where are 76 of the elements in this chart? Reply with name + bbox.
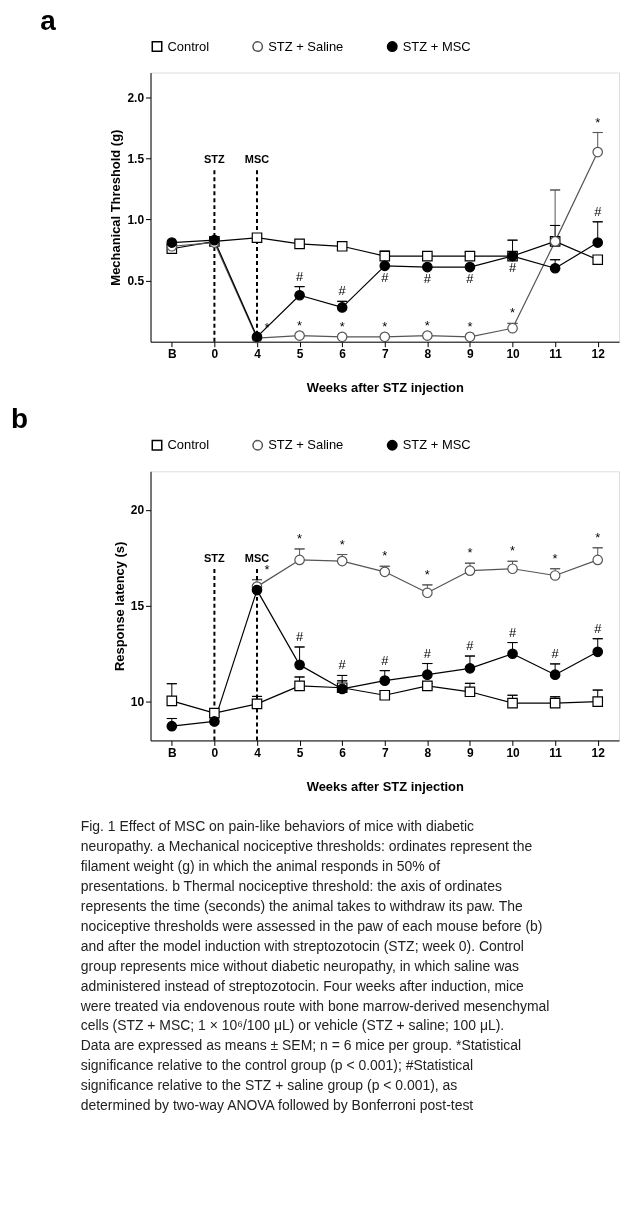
annotation: * [264, 320, 270, 336]
annotation: # [466, 638, 475, 654]
annotation: # [295, 268, 304, 284]
annotation: * [424, 317, 430, 333]
annotation: # [466, 271, 475, 287]
annotation: * [595, 114, 601, 130]
x-tick-label: 11 [549, 745, 563, 760]
x-tick-label: 7 [381, 347, 389, 362]
y-tick-label: 1.5 [127, 151, 145, 166]
annotation: * [339, 318, 345, 334]
ref-line-label: MSC [244, 153, 270, 166]
y-tick-label: 0.5 [127, 274, 145, 289]
legend-label: Control [167, 38, 210, 54]
chart-title: b [10, 403, 29, 435]
annotation: # [594, 620, 603, 636]
y-tick-label: 15 [130, 599, 145, 614]
annotation: * [510, 305, 516, 321]
x-tick-label: 12 [591, 347, 606, 362]
legend-label: STZ + MSC [402, 38, 471, 54]
x-tick-label: 11 [549, 347, 563, 362]
x-tick-label: 7 [381, 745, 389, 760]
x-tick-label: 9 [467, 347, 475, 362]
x-tick-label: 8 [424, 745, 432, 760]
annotation: # [338, 283, 347, 299]
annotation: * [382, 548, 388, 564]
legend-label: Control [167, 437, 210, 453]
x-tick-label: 12 [591, 745, 606, 760]
annotation: * [424, 566, 430, 582]
annotation: # [423, 271, 432, 287]
x-tick-label: 5 [296, 745, 304, 760]
annotation: * [297, 530, 303, 546]
x-tick-label: 6 [339, 745, 347, 760]
annotation: # [594, 203, 603, 219]
x-axis-title: Weeks after STZ injection [306, 778, 464, 794]
x-tick-label: 0 [211, 347, 219, 362]
annotation: # [381, 652, 390, 668]
legend-label: STZ + Saline [268, 437, 344, 453]
annotation: # [508, 624, 517, 640]
y-tick-label: 1.0 [127, 212, 145, 227]
chart-title: a [40, 4, 57, 36]
ref-line-label: STZ [204, 552, 226, 565]
annotation: * [467, 318, 473, 334]
annotation: # [295, 629, 304, 645]
annotation: # [381, 269, 390, 285]
x-tick-label: 4 [254, 745, 262, 760]
x-tick-label: 4 [254, 347, 262, 362]
annotation: * [382, 318, 388, 334]
legend-label: STZ + MSC [402, 437, 471, 453]
annotation: # [551, 645, 560, 661]
text: Fig. 1 Effect of MSC on pain-like behaviors of mice with diabetic neuropathy. a Mechanical nociceptive thresholds: ordinates represent the filament weight (g) in which the animal responds in 50% of presentations. b Thermal nociceptive threshold: the axis of ordinates represents the time (seconds) the animal takes to withdraw its paw. The nociceptive thresholds were assessed in the paw of each mouse before (b) and after the model induction with streptozotocin (STZ; week 0). Control group represents mice without diabetic neuropathy, in which saline was administered instead of streptozotocin. Four weeks after induction, mice were treated via endovenous route with bone marrow-derived mesenchymal cells (STZ + MSC; 1 × 10⁶/100 μL) or vehicle (STZ + saline; 100 μL). Data are expressed as means ± SEM; n = 6 mice per group. *Statistical significance relative to the control group (p < 0.001); #Statistical significance relative to the STZ + saline group (p < 0.001), as determined by two-way ANOVA followed by Bonferroni post-test [80, 818, 550, 1114]
y-tick-label: 10 [130, 695, 145, 710]
ref-line-label: STZ [204, 153, 226, 166]
annotation: * [297, 317, 303, 333]
x-tick-label: B [167, 745, 177, 760]
x-tick-label: 6 [339, 347, 347, 362]
x-tick-label: 10 [506, 347, 521, 362]
annotation: * [595, 529, 601, 545]
y-tick-label: 20 [130, 503, 145, 518]
x-tick-label: 9 [467, 745, 475, 760]
y-axis-title: Mechanical Threshold (g) [108, 129, 124, 286]
annotation: # [423, 645, 432, 661]
annotation: * [552, 550, 558, 566]
y-tick-label: 2.0 [127, 90, 145, 105]
annotation: * [339, 536, 345, 552]
y-axis-title: Response latency (s) [111, 541, 127, 672]
x-tick-label: 8 [424, 347, 432, 362]
x-tick-label: 5 [296, 347, 304, 362]
x-tick-label: B [167, 347, 177, 362]
legend-label: STZ + Saline [268, 38, 344, 54]
annotation: * [510, 543, 516, 559]
annotation: * [467, 545, 473, 561]
x-tick-label: 0 [211, 745, 219, 760]
annotation: # [508, 260, 517, 276]
x-tick-label: 10 [506, 745, 521, 760]
x-axis-title: Weeks after STZ injection [306, 380, 464, 396]
annotation: # [338, 657, 347, 673]
